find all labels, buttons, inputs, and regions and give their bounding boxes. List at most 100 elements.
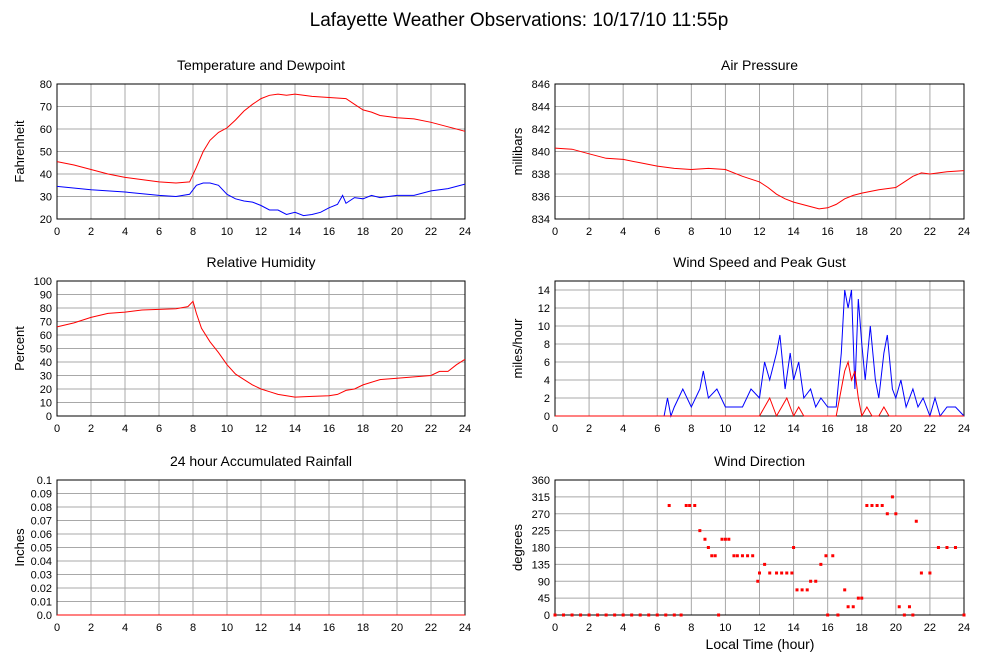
data-point bbox=[672, 613, 676, 617]
x-tick-label: 8 bbox=[190, 226, 196, 238]
data-point bbox=[740, 554, 744, 558]
data-point bbox=[621, 613, 625, 617]
data-point bbox=[706, 546, 710, 549]
x-tick-label: 6 bbox=[654, 423, 660, 435]
y-tick-label: 80 bbox=[40, 303, 52, 315]
y-axis-label: miles/hour bbox=[510, 318, 525, 379]
data-point bbox=[885, 512, 889, 516]
data-point bbox=[865, 504, 869, 507]
chart-title: 24 hour Accumulated Rainfall bbox=[170, 453, 352, 469]
x-tick-label: 22 bbox=[924, 226, 936, 238]
page-title: Lafayette Weather Observations: 10/17/10… bbox=[310, 10, 729, 31]
data-point bbox=[775, 571, 779, 575]
data-point bbox=[604, 613, 608, 617]
x-tick-label: 14 bbox=[787, 622, 799, 634]
x-tick-label: 20 bbox=[890, 226, 902, 238]
x-tick-label: 16 bbox=[323, 226, 335, 238]
data-point bbox=[902, 613, 906, 617]
data-point bbox=[684, 504, 688, 507]
data-point bbox=[914, 519, 918, 523]
x-tick-label: 18 bbox=[856, 226, 868, 238]
y-tick-label: 12 bbox=[538, 303, 550, 315]
y-axis-label: degrees bbox=[510, 524, 525, 571]
data-point bbox=[826, 613, 830, 617]
x-tick-label: 10 bbox=[221, 622, 233, 634]
x-tick-label: 18 bbox=[357, 622, 369, 634]
data-point bbox=[785, 571, 789, 575]
y-tick-label: 0 bbox=[46, 411, 52, 423]
y-tick-label: 846 bbox=[532, 79, 550, 91]
x-tick-label: 2 bbox=[586, 226, 592, 238]
y-tick-label: 840 bbox=[532, 147, 550, 159]
data-point bbox=[630, 613, 634, 617]
chart-pressure: 0 2 4 6 8 10 12 14 16 18 20 22 248348368388408428448… bbox=[510, 57, 970, 238]
x-tick-label: 0 bbox=[54, 622, 60, 634]
y-tick-label: 70 bbox=[40, 317, 52, 329]
data-point bbox=[919, 571, 923, 575]
y-tick-label: 45 bbox=[538, 593, 550, 605]
x-tick-label: 0 bbox=[54, 226, 60, 238]
y-tick-label: 360 bbox=[532, 475, 550, 487]
y-tick-label: 0 bbox=[544, 610, 550, 622]
data-point bbox=[880, 504, 884, 507]
chart-title: Wind Speed and Peak Gust bbox=[673, 254, 846, 270]
x-tick-label: 4 bbox=[620, 622, 626, 634]
x-tick-label: 24 bbox=[958, 423, 970, 435]
x-tick-label: 12 bbox=[255, 423, 267, 435]
series-line bbox=[555, 360, 964, 418]
x-tick-label: 6 bbox=[156, 423, 162, 435]
x-tick-label: 24 bbox=[958, 226, 970, 238]
x-tick-label: 8 bbox=[688, 622, 694, 634]
data-point bbox=[911, 613, 915, 617]
y-tick-label: 834 bbox=[532, 214, 550, 226]
x-tick-label: 20 bbox=[391, 622, 403, 634]
data-point bbox=[831, 554, 835, 558]
x-tick-label: 10 bbox=[719, 423, 731, 435]
y-axis-label: Fahrenheit bbox=[12, 120, 27, 183]
x-tick-label: 16 bbox=[323, 423, 335, 435]
y-tick-label: 60 bbox=[40, 124, 52, 136]
data-point bbox=[735, 554, 739, 558]
x-tick-label: 20 bbox=[391, 423, 403, 435]
x-tick-label: 4 bbox=[620, 423, 626, 435]
data-point bbox=[805, 588, 809, 592]
x-tick-label: 6 bbox=[156, 622, 162, 634]
data-point bbox=[953, 546, 957, 549]
x-tick-label: 22 bbox=[924, 423, 936, 435]
data-point bbox=[824, 554, 828, 558]
y-tick-label: 0.08 bbox=[31, 502, 52, 514]
x-tick-label: 2 bbox=[88, 423, 94, 435]
y-tick-label: 20 bbox=[40, 384, 52, 396]
x-tick-label: 12 bbox=[255, 622, 267, 634]
data-point bbox=[795, 588, 799, 592]
y-tick-label: 0.09 bbox=[31, 489, 52, 501]
y-tick-label: 70 bbox=[40, 102, 52, 114]
x-tick-label: 0 bbox=[54, 423, 60, 435]
y-tick-label: 90 bbox=[40, 290, 52, 302]
data-point bbox=[570, 613, 574, 617]
chart-winddir: 0 2 4 6 8 10 12 14 16 18 20 22 240459013518022527031… bbox=[510, 453, 970, 634]
data-point bbox=[758, 571, 761, 575]
x-tick-label: 0 bbox=[552, 226, 558, 238]
y-tick-label: 40 bbox=[40, 357, 52, 369]
data-point bbox=[732, 554, 736, 558]
series-line bbox=[555, 289, 965, 418]
x-tick-label: 20 bbox=[391, 226, 403, 238]
data-point bbox=[579, 613, 583, 617]
data-point bbox=[562, 613, 566, 617]
x-tick-label: 14 bbox=[289, 622, 301, 634]
data-point bbox=[836, 613, 840, 617]
data-point bbox=[790, 571, 794, 575]
plot-frame bbox=[554, 83, 965, 220]
data-point bbox=[780, 571, 784, 575]
y-tick-label: 30 bbox=[40, 371, 52, 383]
x-tick-label: 4 bbox=[122, 622, 128, 634]
series-line bbox=[56, 93, 466, 184]
series-line bbox=[56, 182, 466, 217]
data-point bbox=[814, 579, 818, 583]
y-tick-label: 0.07 bbox=[31, 516, 52, 528]
y-tick-label: 270 bbox=[532, 509, 550, 521]
x-tick-label: 18 bbox=[856, 622, 868, 634]
x-tick-label: 24 bbox=[459, 423, 471, 435]
